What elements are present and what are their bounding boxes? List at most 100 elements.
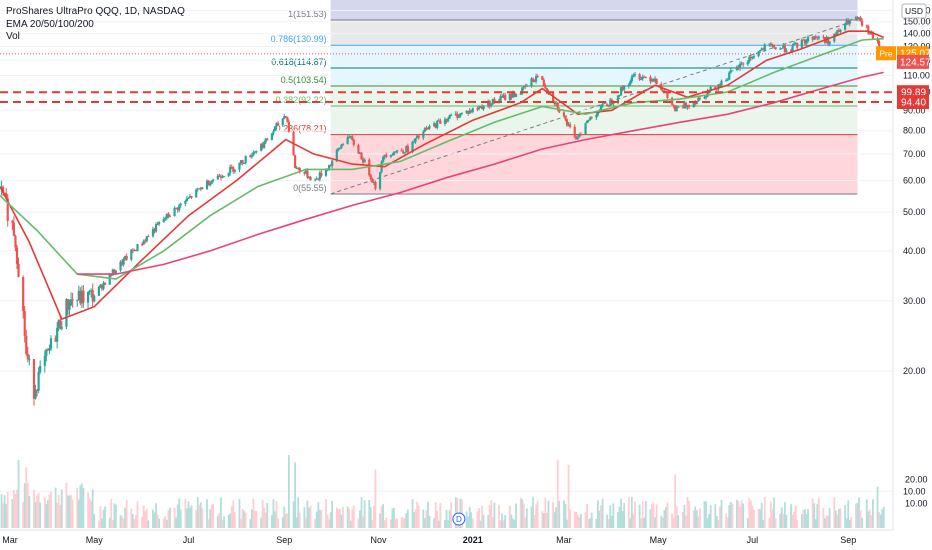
fib-trend-line	[330, 19, 858, 195]
candle-body	[482, 106, 485, 110]
volume-bar	[533, 515, 536, 528]
candle-body	[99, 284, 102, 287]
volume-bar	[833, 497, 836, 528]
candle-body	[71, 299, 74, 301]
candle-body	[164, 218, 167, 220]
volume-bar	[491, 517, 494, 528]
candle-body	[392, 152, 396, 155]
candle-body	[249, 155, 252, 157]
volume-bar	[850, 517, 853, 528]
volume-bar	[774, 518, 777, 528]
price-axis-bg	[893, 0, 932, 550]
volume-bar	[753, 509, 755, 528]
premarket-price: 125.07	[900, 49, 931, 60]
volume-indicator-label[interactable]: Vol	[6, 31, 20, 42]
volume-bar	[746, 518, 749, 528]
volume-bar	[338, 508, 341, 528]
candle-body	[632, 75, 635, 77]
price-axis-tick: 70.00	[903, 149, 926, 159]
volume-bar	[400, 517, 403, 528]
candle-body	[15, 247, 19, 264]
candle-body	[612, 102, 615, 105]
volume-bar	[101, 518, 103, 528]
volume-bar	[155, 503, 157, 528]
volume-bar	[394, 518, 397, 528]
time-axis-tick: Sep	[840, 535, 856, 545]
volume-bar	[488, 505, 491, 528]
volume-bar	[352, 505, 355, 528]
volume-bar	[587, 518, 590, 528]
volume-bar	[153, 512, 156, 528]
volume-bar	[470, 512, 473, 528]
candle-body	[718, 84, 722, 86]
candle-body	[295, 167, 298, 169]
volume-bar	[525, 508, 528, 528]
candle-body	[260, 144, 263, 151]
volume-bar	[292, 501, 295, 528]
volume-bar	[108, 517, 111, 528]
candle-body	[813, 36, 816, 40]
volume-bar	[104, 506, 106, 528]
volume-bar	[681, 512, 684, 528]
candle-body	[816, 37, 819, 39]
volume-bar	[87, 492, 89, 528]
candle-body	[439, 120, 442, 124]
volume-bar	[274, 511, 276, 528]
volume-bar	[748, 498, 751, 528]
candle-body	[360, 152, 363, 160]
symbol-title[interactable]: ProShares UltraPro QQQ, 1D, NASDAQ	[6, 6, 185, 17]
candle-body	[436, 120, 439, 128]
volume-bar	[600, 505, 602, 528]
candle-body	[417, 135, 420, 138]
volume-bar	[620, 498, 622, 528]
volume-bar	[169, 507, 171, 528]
volume-bar	[677, 515, 680, 528]
candle-body	[119, 261, 122, 271]
volume-bar	[567, 464, 570, 528]
volume-bar	[675, 506, 678, 528]
candle-body	[817, 36, 820, 39]
volume-bar	[651, 504, 653, 528]
volume-bar	[822, 508, 825, 528]
candle-body	[683, 102, 686, 109]
volume-bar	[760, 502, 763, 528]
volume-bar	[698, 508, 701, 528]
volume-bar	[284, 513, 287, 528]
volume-bar	[263, 507, 266, 528]
volume-bar	[209, 509, 212, 528]
volume-bar	[165, 519, 168, 528]
candle-body	[338, 147, 341, 149]
candle-body	[536, 76, 539, 78]
candle-body	[320, 172, 323, 176]
volume-bar	[861, 518, 864, 528]
candle-body	[358, 152, 362, 154]
volume-bar	[501, 513, 504, 528]
candle-body	[706, 90, 709, 97]
volume-bar	[46, 500, 49, 528]
volume-bar	[39, 502, 42, 528]
volume-bar	[11, 499, 14, 528]
time-axis-tick: Nov	[371, 535, 388, 545]
volume-bar	[729, 501, 732, 528]
volume-bar	[264, 512, 267, 528]
candle-body	[653, 78, 657, 82]
volume-bar	[709, 505, 712, 528]
candle-body	[297, 167, 300, 169]
candle-body	[847, 20, 850, 24]
candle-body	[601, 104, 604, 107]
volume-bar	[573, 511, 576, 528]
candle-body	[567, 124, 570, 126]
volume-bar	[629, 518, 632, 528]
volume-bar	[590, 512, 593, 528]
candle-body	[576, 137, 579, 140]
volume-bar	[152, 509, 154, 528]
volume-bar	[471, 518, 474, 528]
candle-body	[443, 119, 447, 124]
volume-bar	[348, 508, 351, 528]
volume-bar	[804, 509, 806, 528]
ema-indicator-label[interactable]: EMA 20/50/100/200	[6, 18, 94, 30]
candle-body	[190, 196, 193, 198]
volume-bar	[227, 515, 230, 528]
volume-bar	[56, 502, 59, 528]
volume-bar	[740, 500, 743, 528]
